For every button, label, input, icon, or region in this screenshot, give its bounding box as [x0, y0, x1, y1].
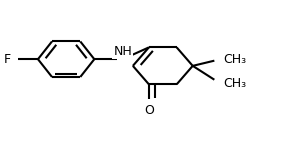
Text: CH₃: CH₃ [223, 53, 246, 66]
Text: NH: NH [113, 45, 132, 58]
Text: CH₃: CH₃ [223, 77, 246, 90]
Text: F: F [4, 53, 11, 66]
Text: O: O [144, 104, 154, 117]
